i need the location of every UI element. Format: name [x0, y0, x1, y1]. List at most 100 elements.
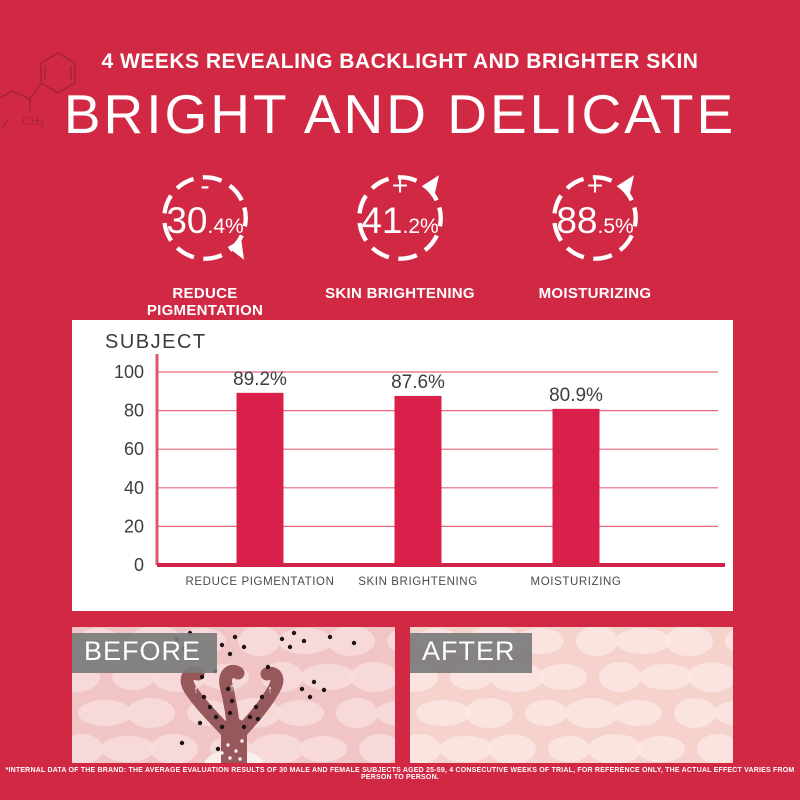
skin-cell	[588, 734, 642, 763]
skin-cell	[387, 630, 395, 652]
skin-cell	[614, 700, 662, 726]
stat-sign: +	[391, 170, 409, 201]
y-tick-label: 60	[124, 439, 144, 459]
bar	[552, 408, 600, 565]
stat-reduce-pigmentation: - 30.4% REDUCE PIGMENTATION	[120, 166, 290, 320]
pigment-dot	[213, 714, 219, 720]
y-tick-label: 40	[124, 478, 144, 498]
bar-value-label: 80.9%	[549, 385, 603, 406]
melanin-branch-right	[229, 666, 284, 744]
bar-value-label: 87.6%	[391, 372, 445, 393]
skin-cell	[674, 698, 716, 728]
skin-cell	[439, 736, 493, 762]
arrow-up-icon	[616, 175, 635, 196]
bar	[394, 395, 442, 565]
melanin-branch	[180, 664, 284, 763]
skin-cell	[350, 662, 395, 692]
stat-value-frac: .2%	[402, 215, 439, 238]
skin-cell	[637, 736, 685, 762]
stat-value-int: 30	[166, 200, 208, 241]
arrow-up-icon: ↑	[229, 682, 235, 694]
pigment-dot	[351, 640, 357, 646]
arrow-up-icon	[421, 175, 440, 196]
arrow-down-icon	[227, 239, 244, 260]
pigment-dot	[201, 694, 207, 700]
skin-cell	[465, 698, 513, 728]
pigment-dot	[255, 716, 261, 722]
skin-cell	[250, 734, 304, 763]
skin-cell	[599, 662, 641, 692]
y-tick-label: 100	[114, 362, 144, 382]
pigment-dot	[229, 698, 235, 704]
skin-cell	[548, 736, 590, 762]
after-panel: AFTER	[410, 627, 733, 763]
skin-cell	[336, 698, 378, 728]
y-tick-label: 80	[124, 401, 144, 421]
arrow-up-icon: ↑	[193, 684, 199, 696]
before-panel: ↑ ↑ ↑ BEFORE	[72, 627, 395, 763]
pigment-dot	[219, 724, 225, 730]
svg-text:CH3: CH3	[22, 114, 44, 129]
category-label: REDUCE PIGMENTATION	[186, 576, 335, 588]
pigment-dot-light	[220, 751, 224, 755]
stat-skin-brightening: + 41.2% SKIN BRIGHTENING	[315, 166, 485, 303]
pigment-dot	[227, 710, 233, 716]
stat-value-int: 88	[556, 200, 598, 241]
skin-cell	[488, 734, 536, 763]
pigment-dot	[247, 714, 253, 720]
y-tick-label: 20	[124, 516, 144, 536]
pigment-dot	[241, 724, 247, 730]
chemical-structure-icon: CH3 O	[0, 52, 76, 130]
stat-value-frac: .5%	[597, 215, 634, 238]
melanin-branch-left	[180, 666, 239, 744]
chart-panel: SUBJECT 0 20 40 60 80 100 89.2% REDUCE PIGMENTA…	[72, 320, 733, 611]
dashed-circle-icon	[552, 175, 638, 261]
pigment-dot	[327, 634, 333, 640]
stat-label: REDUCE PIGMENTATION	[146, 285, 264, 319]
pigment-dot	[215, 746, 221, 752]
stat-label: SKIN BRIGHTENING	[325, 285, 475, 302]
pigment-dot	[197, 720, 203, 726]
bar-value-label: 89.2%	[233, 369, 287, 390]
stat-label: MOISTURIZING	[538, 285, 652, 302]
skin-cell	[616, 628, 670, 654]
before-label-box: BEFORE	[72, 633, 218, 673]
skin-cell	[359, 734, 395, 763]
y-tick-label: 0	[134, 555, 144, 575]
pigment-dot-light	[238, 757, 242, 761]
pigment-dot	[227, 651, 233, 657]
skin-cell	[410, 734, 441, 763]
stat-value: 41.2%	[348, 200, 452, 242]
pigment-dot	[321, 687, 327, 693]
category-label: MOISTURIZING	[531, 576, 622, 588]
skin-cell	[665, 627, 713, 656]
skin-cell	[299, 736, 347, 762]
pigment-dot	[179, 740, 185, 746]
stat-value-int: 41	[361, 200, 403, 241]
skin-cell	[725, 630, 733, 652]
pigment-dot-light	[228, 756, 232, 760]
stat-sign: -	[200, 170, 210, 201]
subtitle: 4 WEEKS REVEALING BACKLIGHT AND BRIGHTER…	[101, 50, 699, 73]
before-label: BEFORE	[84, 636, 202, 666]
skin-cell	[301, 664, 355, 690]
pigment-dot	[279, 636, 285, 642]
pigment-dot	[307, 694, 313, 700]
bar-chart: 0 20 40 60 80 100 89.2% REDUCE PIGMENTATION 87.6…	[114, 354, 725, 588]
dashed-circle-icon	[162, 175, 248, 261]
pigment-dot-light	[234, 749, 238, 753]
bar	[236, 392, 284, 565]
footer-disclaimer: *INTERNAL DATA OF THE BRAND: THE AVERAGE…	[5, 767, 795, 781]
after-label: AFTER	[422, 636, 516, 666]
skin-cell	[127, 698, 175, 728]
skin-cell	[238, 627, 280, 656]
stat-moisturizing: + 88.5% MOISTURIZING	[510, 166, 680, 303]
skin-cell	[576, 627, 618, 656]
pigment-dot	[291, 630, 297, 636]
pigment-dot	[253, 704, 259, 710]
chart-title: SUBJECT	[105, 331, 207, 353]
pigment-dot	[241, 644, 247, 650]
dashed-circle-icon	[357, 175, 443, 261]
pigment-dot	[299, 686, 305, 692]
skin-cell	[101, 736, 155, 762]
